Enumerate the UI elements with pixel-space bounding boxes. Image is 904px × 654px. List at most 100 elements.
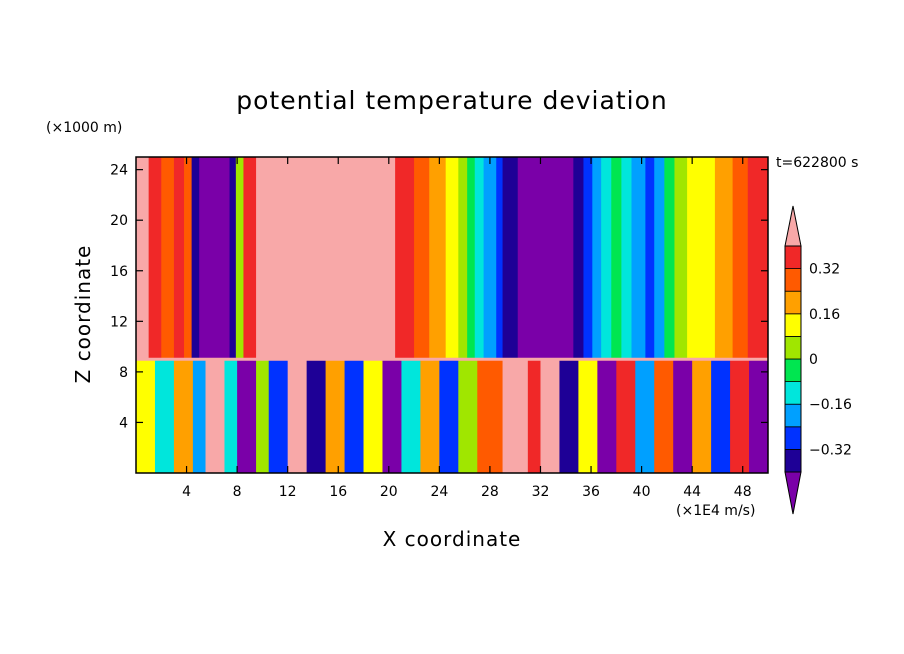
- upper-layer-band: [496, 157, 504, 360]
- y-axis-unit: (×1000 m): [46, 120, 123, 136]
- x-tick-label: 44: [683, 484, 701, 500]
- upper-layer-band: [687, 157, 716, 360]
- upper-layer-band: [517, 157, 574, 360]
- upper-layer-band: [184, 157, 193, 360]
- colorbar-label: 0.16: [809, 307, 840, 323]
- lower-layer-band: [527, 359, 541, 473]
- lower-layer-band: [344, 359, 365, 473]
- colorbar-box: [784, 290, 802, 315]
- colorbar-label: 0: [809, 352, 818, 368]
- lower-layer-band: [154, 359, 175, 473]
- lower-layer-band: [749, 359, 769, 473]
- upper-layer-band: [592, 157, 602, 360]
- upper-layer-band: [645, 157, 655, 360]
- upper-layer-band: [268, 157, 396, 360]
- upper-layer-band: [714, 157, 734, 360]
- upper-layer-band: [631, 157, 646, 360]
- colorbar-box: [784, 381, 802, 405]
- lower-layer-band: [502, 359, 529, 473]
- upper-layer-band: [474, 157, 485, 360]
- upper-layer-band: [483, 157, 497, 360]
- colorbar-box: [784, 403, 802, 428]
- upper-layer-band: [235, 157, 244, 360]
- upper-layer-band: [467, 157, 476, 360]
- upper-layer-band: [256, 157, 270, 360]
- lower-layer-band: [325, 359, 346, 473]
- x-tick-label: 40: [633, 484, 651, 500]
- lower-layer-band: [401, 359, 421, 473]
- lower-layer-band: [540, 359, 560, 473]
- x-tick-label: 16: [329, 484, 347, 500]
- upper-layer-band: [654, 157, 665, 360]
- time-label: t=622800 s: [776, 155, 859, 171]
- colorbar-box: [784, 426, 802, 450]
- lower-layer-band: [559, 359, 579, 473]
- x-tick-label: 48: [734, 484, 752, 500]
- x-tick-label: 36: [582, 484, 600, 500]
- lower-layer-band: [578, 359, 598, 473]
- x-tick-label: 12: [279, 484, 297, 500]
- lower-layer-band: [173, 359, 194, 473]
- chart-title: potential temperature deviation: [236, 86, 668, 115]
- upper-layer-band: [664, 157, 675, 360]
- colorbar-label: −0.32: [809, 442, 852, 458]
- y-tick-label: 24: [110, 163, 128, 179]
- x-tick-label: 24: [430, 484, 448, 500]
- x-tick-label: 8: [233, 484, 242, 500]
- y-tick-label: 20: [110, 213, 128, 229]
- upper-layer-band: [395, 157, 415, 360]
- y-tick-label: 12: [110, 314, 128, 330]
- colorbar-box: [784, 358, 802, 383]
- upper-layer-band: [747, 157, 769, 360]
- lower-layer-band: [136, 359, 156, 473]
- lower-layer-band: [420, 359, 440, 473]
- lower-layer-band: [363, 359, 383, 473]
- lower-layer-band: [458, 359, 478, 473]
- lower-layer-band: [306, 359, 327, 473]
- colorbar-label: 0.32: [809, 262, 840, 278]
- x-tick-label: 32: [532, 484, 550, 500]
- lower-layer-band: [382, 359, 402, 473]
- colorbar-frame: [784, 245, 802, 473]
- plot-area: [136, 157, 769, 473]
- colorbar-box: [784, 245, 802, 270]
- lower-layer-band: [616, 359, 636, 473]
- lower-layer-band: [730, 359, 750, 473]
- y-tick-label: 4: [119, 415, 128, 431]
- lower-layer-band: [439, 359, 459, 473]
- upper-layer-band: [583, 157, 593, 360]
- y-tick-label: 16: [110, 264, 128, 280]
- colorbar-box: [784, 448, 802, 473]
- colorbar-box: [784, 313, 802, 337]
- lower-layer-band: [287, 359, 308, 473]
- lower-layer-band: [654, 359, 674, 473]
- upper-layer-band: [429, 157, 447, 360]
- lower-layer-band: [224, 359, 238, 473]
- x-axis-label: X coordinate: [382, 527, 522, 551]
- upper-layer-band: [601, 157, 612, 360]
- x-tick-label: 28: [481, 484, 499, 500]
- upper-layer-band: [611, 157, 622, 360]
- lower-layer-band: [711, 359, 731, 473]
- upper-layer-band: [414, 157, 430, 360]
- upper-layer-band: [502, 157, 519, 360]
- upper-layer-band: [243, 157, 257, 360]
- x-tick-label: 20: [380, 484, 398, 500]
- lower-layer-band: [597, 359, 617, 473]
- colorbar: 0.32 0.16 0 −0.16 −0.32: [784, 205, 852, 515]
- lower-layer-band: [477, 359, 504, 473]
- colorbar-extend-top: [784, 205, 802, 247]
- upper-layer-band: [445, 157, 459, 360]
- lower-layer-band: [635, 359, 655, 473]
- lower-layer-band: [256, 359, 270, 473]
- upper-layer-band: [173, 157, 185, 360]
- upper-layer-band: [191, 157, 200, 360]
- upper-layer-band: [161, 157, 175, 360]
- colorbar-box: [784, 268, 802, 292]
- upper-layer-band: [136, 157, 150, 360]
- x-tick-label: 4: [182, 484, 191, 500]
- upper-layer-band: [199, 157, 231, 360]
- lower-layer-band: [673, 359, 693, 473]
